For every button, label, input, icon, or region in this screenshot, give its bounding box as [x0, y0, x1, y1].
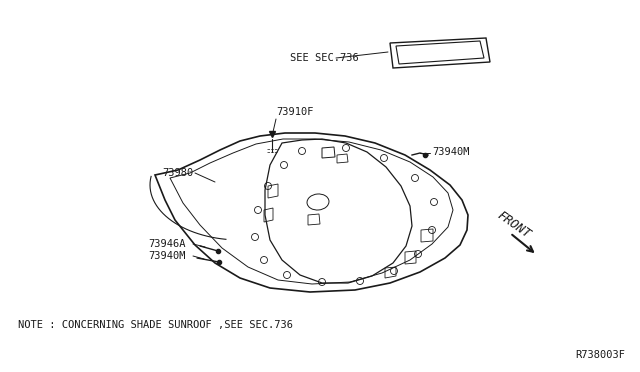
Text: 73910F: 73910F — [276, 107, 314, 117]
Text: FRONT: FRONT — [495, 209, 533, 241]
Text: 73946A: 73946A — [148, 239, 186, 249]
Text: SEE SEC.736: SEE SEC.736 — [290, 53, 359, 63]
Polygon shape — [155, 133, 468, 292]
Text: 73940M: 73940M — [432, 147, 470, 157]
Text: 73940M: 73940M — [148, 251, 186, 261]
Text: R738003F: R738003F — [575, 350, 625, 360]
Text: NOTE : CONCERNING SHADE SUNROOF ,SEE SEC.736: NOTE : CONCERNING SHADE SUNROOF ,SEE SEC… — [18, 320, 293, 330]
Text: 73980: 73980 — [162, 168, 193, 178]
